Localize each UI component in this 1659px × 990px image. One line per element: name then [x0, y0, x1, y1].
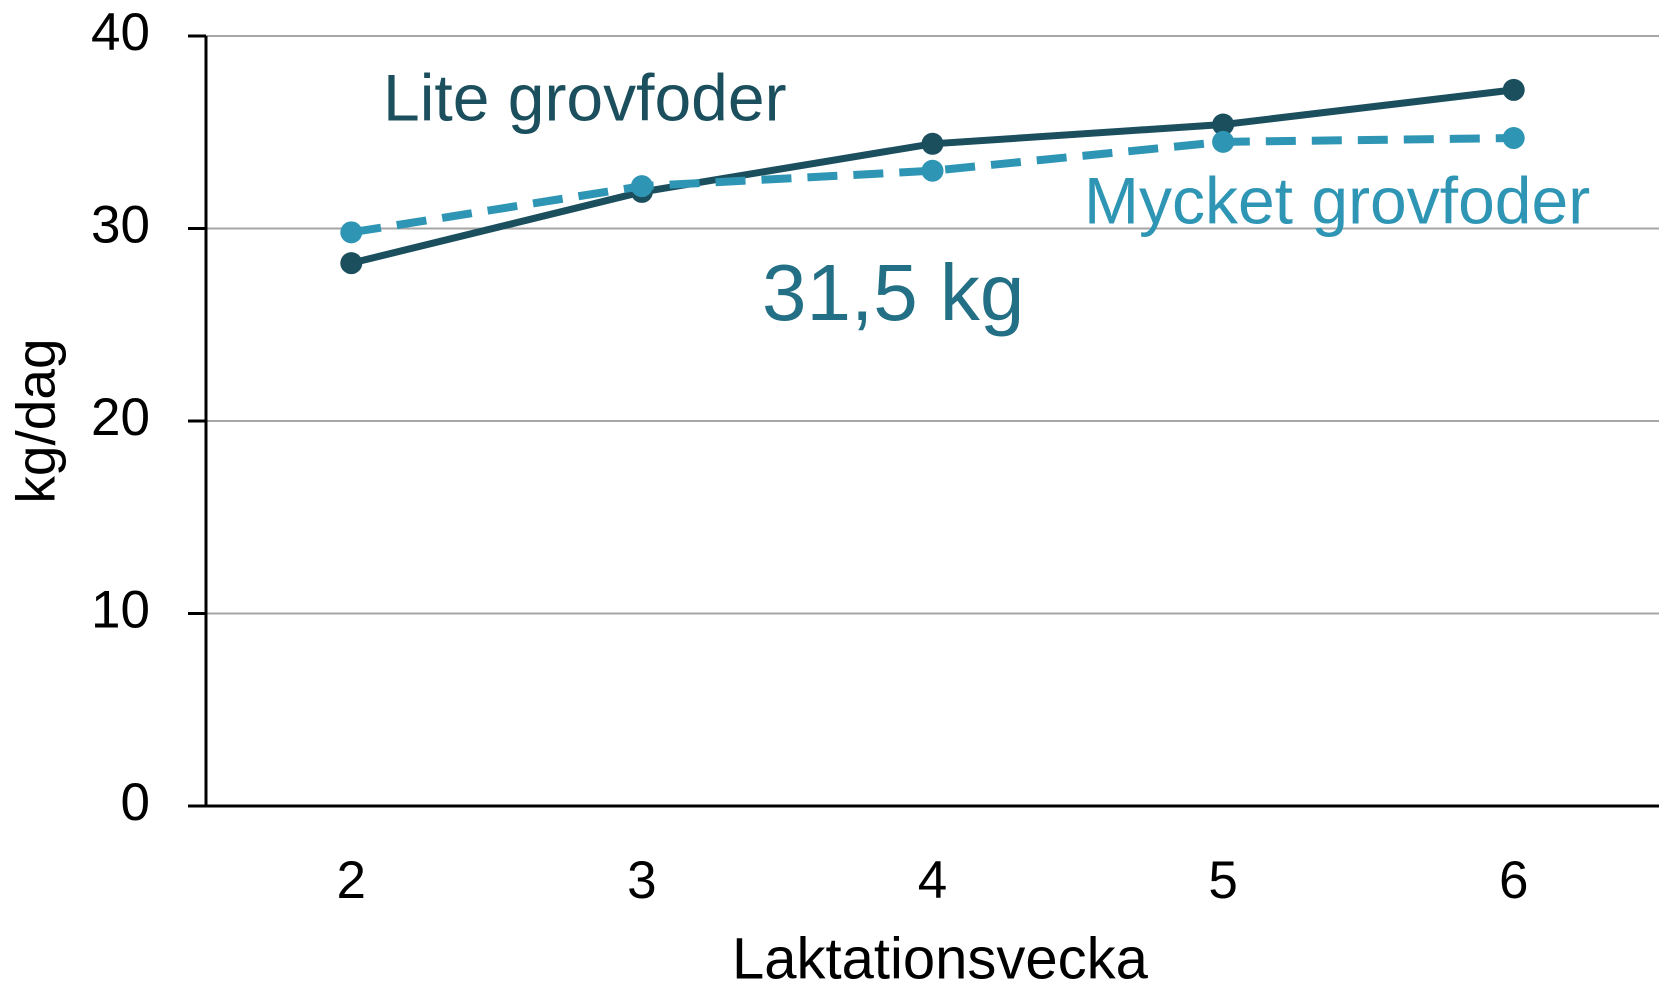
x-tick-label: 6	[1499, 851, 1528, 910]
data-point	[630, 175, 653, 198]
data-point	[1212, 113, 1235, 136]
data-point	[921, 132, 944, 155]
annotation: 31,5 kg	[762, 248, 1024, 337]
data-point	[1212, 130, 1235, 153]
series-label: Mycket grovfoder	[1084, 163, 1590, 237]
data-point	[340, 221, 363, 244]
x-tick-label: 5	[1208, 851, 1237, 910]
y-tick-label: 0	[121, 773, 150, 832]
data-point	[1502, 127, 1525, 150]
y-tick-label: 40	[91, 3, 150, 62]
y-axis-label: kg/dag	[5, 338, 67, 503]
x-tick-label: 4	[918, 851, 947, 910]
data-point	[340, 252, 363, 275]
y-tick-label: 20	[91, 388, 150, 447]
x-tick-label: 3	[627, 851, 656, 910]
series-line	[350, 134, 1514, 237]
data-point	[1502, 78, 1525, 101]
data-point	[921, 159, 944, 182]
series-label: Lite grovfoder	[383, 60, 787, 134]
x-tick-label: 2	[337, 851, 366, 910]
y-tick-label: 30	[91, 196, 150, 255]
x-axis-label: Laktationsvecka	[732, 926, 1149, 990]
y-tick-label: 10	[91, 581, 150, 640]
